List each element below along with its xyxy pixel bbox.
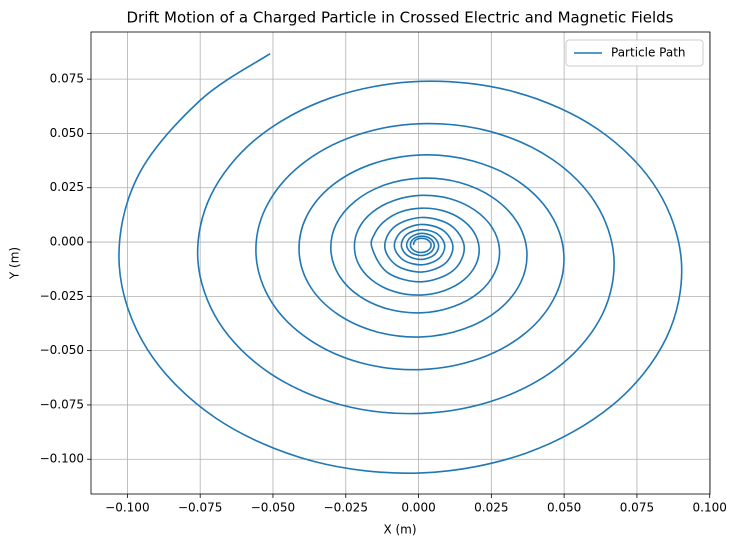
y-tick-label: 0.075: [50, 72, 84, 86]
chart-title: Drift Motion of a Charged Particle in Cr…: [127, 9, 674, 27]
x-tick-label: 0.025: [474, 501, 508, 515]
x-tick-label: 0.050: [547, 501, 581, 515]
y-tick-label: 0.025: [50, 180, 84, 194]
line-series: [118, 53, 683, 474]
y-tick-label: −0.025: [40, 289, 84, 303]
x-axis-label: X (m): [383, 523, 416, 537]
x-tick-label: 0.100: [693, 501, 727, 515]
y-tick-label: −0.100: [40, 452, 84, 466]
y-tick-label: −0.050: [40, 343, 84, 357]
x-tick-label: −0.100: [105, 501, 149, 515]
y-axis-label: Y (m): [8, 247, 22, 280]
x-tick-label: −0.050: [251, 501, 295, 515]
x-tick-label: 0.075: [620, 501, 654, 515]
x-tick-label: 0.000: [401, 501, 435, 515]
x-tick-label: −0.025: [324, 501, 368, 515]
y-tick-label: 0.050: [50, 126, 84, 140]
x-tick-label: −0.075: [178, 501, 222, 515]
legend-box: [565, 39, 704, 67]
legend-label: Particle Path: [611, 46, 686, 60]
y-tick-label: 0.000: [50, 235, 84, 249]
y-tick-label: −0.075: [40, 397, 84, 411]
plot-frame: [90, 31, 711, 495]
